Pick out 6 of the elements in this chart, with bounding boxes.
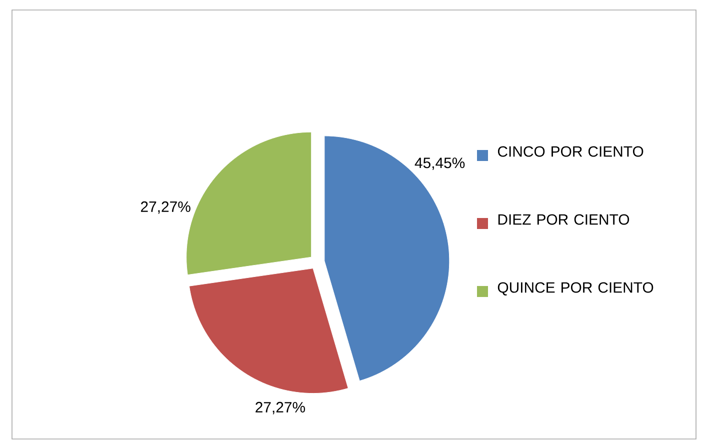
legend-label: DIEZ POR CIENTO: [498, 214, 630, 225]
data-label: 27,27%: [140, 201, 190, 214]
legend-label: CINCO POR CIENTO: [498, 146, 644, 157]
data-label: 45,45%: [414, 158, 465, 170]
data-label: 27,27%: [256, 402, 305, 414]
legend-label: QUINCE POR CIENTO: [498, 282, 654, 296]
